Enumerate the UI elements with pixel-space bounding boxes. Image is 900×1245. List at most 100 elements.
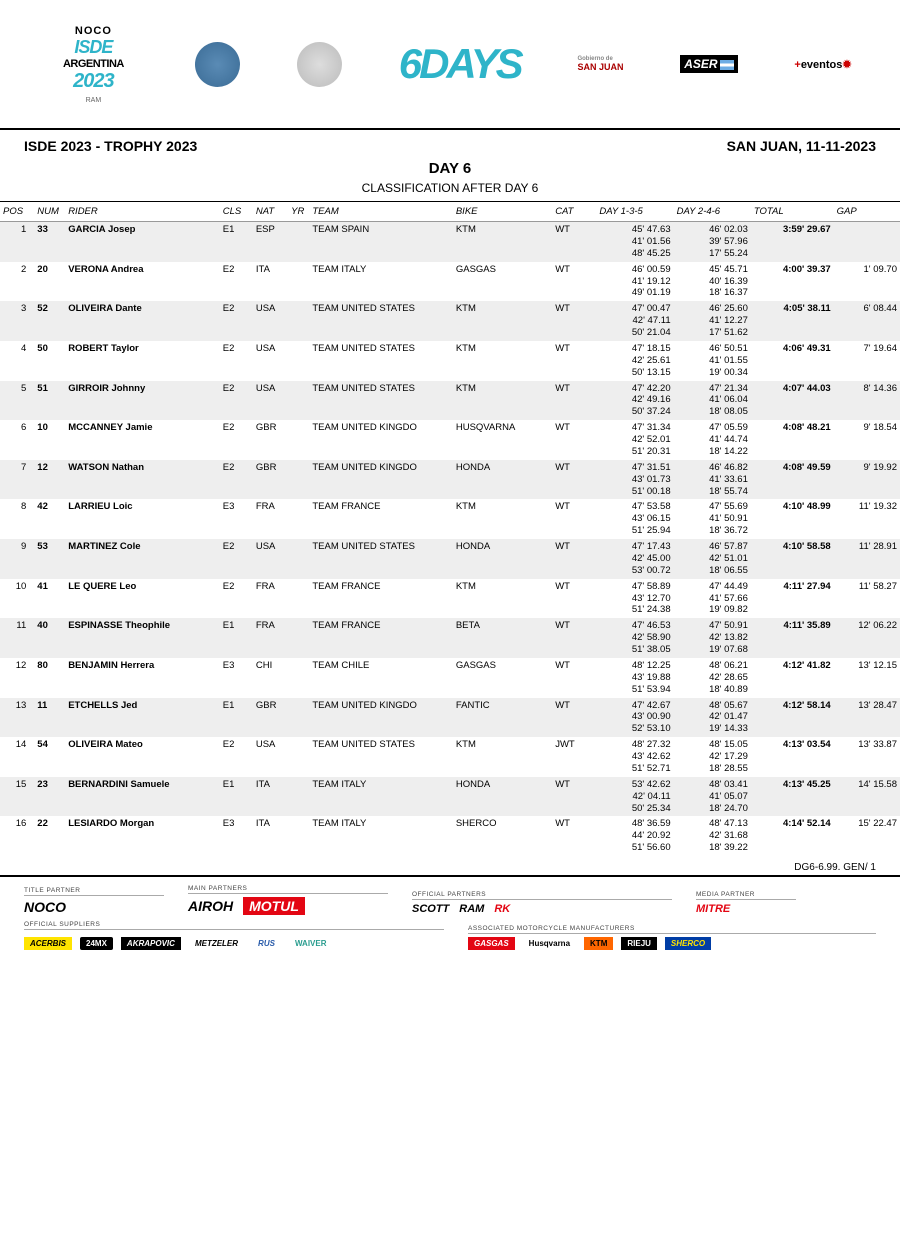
- cell-d135: 47' 17.4342' 45.0053' 00.72: [596, 539, 673, 579]
- table-row: 7 12 WATSON Nathan E2 GBR TEAM UNITED KI…: [0, 460, 900, 500]
- cell-rider: MARTINEZ Cole: [65, 539, 220, 579]
- cell-cls: E2: [220, 381, 253, 421]
- cell-nat: USA: [253, 341, 288, 381]
- cell-bike: SHERCO: [453, 816, 552, 856]
- col-num: NUM: [34, 202, 65, 222]
- cell-rider: ROBERT Taylor: [65, 341, 220, 381]
- cell-num: 12: [34, 460, 65, 500]
- cell-gap: 11' 19.32: [834, 499, 900, 539]
- table-row: 9 53 MARTINEZ Cole E2 USA TEAM UNITED ST…: [0, 539, 900, 579]
- cell-total: 4:12' 41.82: [751, 658, 834, 698]
- cell-yr: [288, 539, 309, 579]
- cell-cls: E2: [220, 420, 253, 460]
- rieju-logo: RIEJU: [621, 937, 657, 950]
- cell-pos: 4: [0, 341, 34, 381]
- col-d135: DAY 1-3-5: [596, 202, 673, 222]
- cell-num: 80: [34, 658, 65, 698]
- cell-yr: [288, 262, 309, 302]
- cell-rider: VERONA Andrea: [65, 262, 220, 302]
- cell-pos: 11: [0, 618, 34, 658]
- cell-cat: WT: [552, 460, 596, 500]
- cell-d246: 46' 50.5141' 01.5519' 00.34: [674, 341, 751, 381]
- cell-nat: FRA: [253, 499, 288, 539]
- sanjuan-logo: Gobierno de SAN JUAN: [577, 56, 623, 72]
- cell-d246: 47' 50.9142' 13.8219' 07.68: [674, 618, 751, 658]
- acerbis-logo: ACERBIS: [24, 937, 72, 950]
- page: NOCO ISDE ARGENTINA 2023 RAM 6DAYS Gobie…: [0, 0, 900, 968]
- cell-gap: 9' 19.92: [834, 460, 900, 500]
- ram-logo: RAM: [459, 903, 484, 915]
- cell-yr: [288, 499, 309, 539]
- sixdays-logo: 6DAYS: [399, 40, 521, 88]
- header-row: POS NUM RIDER CLS NAT YR TEAM BIKE CAT D…: [0, 202, 900, 222]
- cell-team: TEAM ITALY: [309, 777, 453, 817]
- cell-gap: [834, 222, 900, 262]
- cell-team: TEAM FRANCE: [309, 618, 453, 658]
- col-cls: CLS: [220, 202, 253, 222]
- cell-cat: WT: [552, 816, 596, 856]
- cell-cat: WT: [552, 698, 596, 738]
- cell-yr: [288, 420, 309, 460]
- cell-nat: USA: [253, 737, 288, 777]
- cell-d135: 47' 58.8943' 12.7051' 24.38: [596, 579, 673, 619]
- cell-pos: 14: [0, 737, 34, 777]
- cell-team: TEAM UNITED KINGDO: [309, 460, 453, 500]
- cell-d246: 48' 47.1342' 31.6818' 39.22: [674, 816, 751, 856]
- col-d246: DAY 2-4-6: [674, 202, 751, 222]
- cell-nat: USA: [253, 301, 288, 341]
- table-row: 12 80 BENJAMIN Herrera E3 CHI TEAM CHILE…: [0, 658, 900, 698]
- cell-d135: 47' 00.4742' 47.1150' 21.04: [596, 301, 673, 341]
- cell-cls: E2: [220, 737, 253, 777]
- cell-num: 33: [34, 222, 65, 262]
- cell-d246: 46' 57.8742' 51.0118' 06.55: [674, 539, 751, 579]
- mitre-logo: MITRE: [696, 903, 796, 915]
- cell-num: 51: [34, 381, 65, 421]
- cell-cat: WT: [552, 539, 596, 579]
- cell-d135: 47' 46.5342' 58.9051' 38.05: [596, 618, 673, 658]
- col-pos: POS: [0, 202, 34, 222]
- isde-ram: RAM: [86, 97, 102, 104]
- col-nat: NAT: [253, 202, 288, 222]
- cell-pos: 1: [0, 222, 34, 262]
- main-partners-label: MAIN PARTNERS: [188, 885, 388, 894]
- arg-flag-icon: [720, 60, 734, 70]
- cell-nat: GBR: [253, 420, 288, 460]
- cell-yr: [288, 816, 309, 856]
- cell-team: TEAM UNITED STATES: [309, 301, 453, 341]
- cell-d135: 48' 36.5944' 20.9251' 56.60: [596, 816, 673, 856]
- cell-team: TEAM FRANCE: [309, 579, 453, 619]
- cell-pos: 10: [0, 579, 34, 619]
- cell-yr: [288, 698, 309, 738]
- cell-d135: 47' 31.3442' 52.0151' 20.31: [596, 420, 673, 460]
- gasgas-logo: GASGAS: [468, 937, 515, 950]
- cell-cat: WT: [552, 341, 596, 381]
- cell-rider: LARRIEU Loic: [65, 499, 220, 539]
- cell-rider: GIRROIR Johnny: [65, 381, 220, 421]
- metzeler-logo: METZELER: [189, 937, 244, 950]
- cell-pos: 9: [0, 539, 34, 579]
- cell-team: TEAM UNITED STATES: [309, 341, 453, 381]
- cell-cls: E2: [220, 460, 253, 500]
- cell-d246: 48' 15.0542' 17.2918' 28.55: [674, 737, 751, 777]
- cell-cat: WT: [552, 381, 596, 421]
- cell-pos: 16: [0, 816, 34, 856]
- header-logos: NOCO ISDE ARGENTINA 2023 RAM 6DAYS Gobie…: [0, 0, 900, 130]
- cell-cls: E2: [220, 341, 253, 381]
- partners-block: TITLE PARTNER NOCO MAIN PARTNERS AIROH M…: [0, 877, 900, 968]
- cell-pos: 15: [0, 777, 34, 817]
- camod-logo-icon: [297, 42, 342, 87]
- cell-rider: ETCHELLS Jed: [65, 698, 220, 738]
- suppliers-label: OFFICIAL SUPPLIERS: [24, 921, 444, 930]
- akrapovic-logo: AKRAPOVIC: [121, 937, 181, 950]
- cell-nat: CHI: [253, 658, 288, 698]
- cell-num: 10: [34, 420, 65, 460]
- col-cat: CAT: [552, 202, 596, 222]
- cell-gap: 13' 12.15: [834, 658, 900, 698]
- cell-bike: BETA: [453, 618, 552, 658]
- cell-nat: ITA: [253, 816, 288, 856]
- cell-yr: [288, 777, 309, 817]
- table-row: 4 50 ROBERT Taylor E2 USA TEAM UNITED ST…: [0, 341, 900, 381]
- cell-d135: 53' 42.6242' 04.1150' 25.34: [596, 777, 673, 817]
- cell-bike: FANTIC: [453, 698, 552, 738]
- husqvarna-logo: Husqvarna: [523, 937, 576, 950]
